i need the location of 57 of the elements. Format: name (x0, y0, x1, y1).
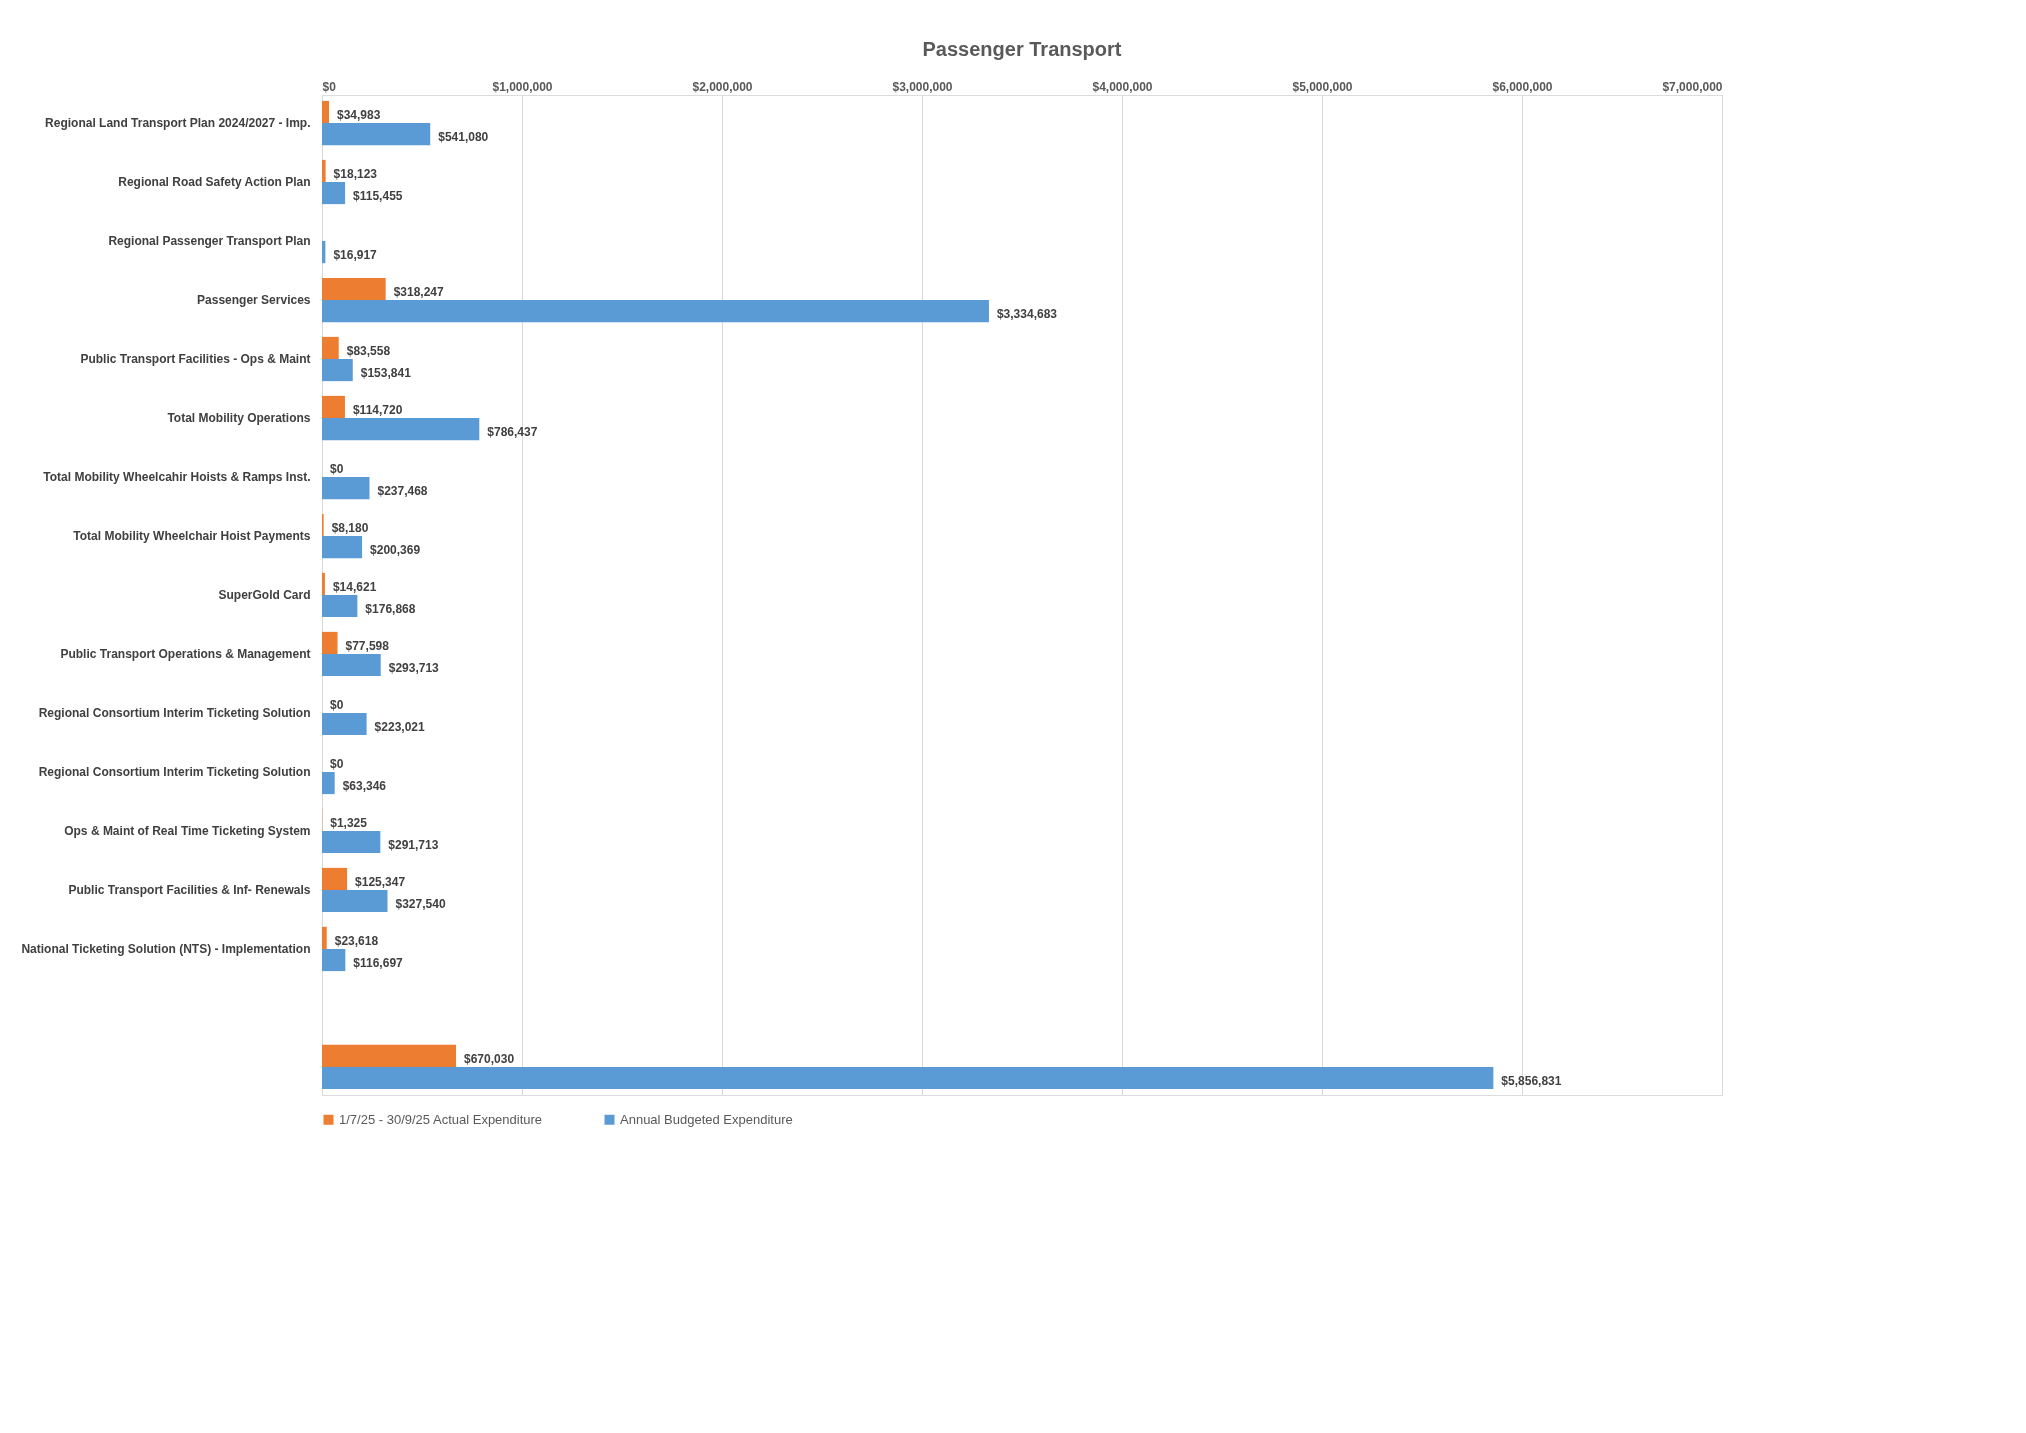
x-tick-label: $3,000,000 (892, 79, 953, 94)
x-tick-label: $5,000,000 (1292, 79, 1353, 94)
y-tick-label: National Ticketing Solution (NTS) - Implementation (21, 941, 311, 956)
y-tick-label: Ops & Maint of Real Time Ticketing System (64, 823, 311, 838)
data-label: $114,720 (352, 402, 403, 417)
y-tick-label: Regional Road Safety Action Plan (118, 175, 311, 190)
data-label: $327,540 (395, 897, 446, 912)
data-label: $83,558 (346, 343, 391, 358)
data-label: $18,123 (333, 166, 378, 181)
data-label: $291,713 (388, 838, 439, 853)
data-label: $14,621 (332, 579, 377, 594)
data-label: $0 (330, 461, 344, 476)
data-label: $237,468 (377, 484, 428, 499)
y-tick-label: Total Mobility Wheelchair Hoist Payments (73, 529, 311, 543)
data-label: $0 (330, 756, 344, 771)
data-label: $8,180 (331, 520, 369, 535)
y-tick-label: SuperGold Card (218, 588, 311, 602)
data-label: $293,713 (388, 661, 440, 676)
data-label: $115,455 (353, 189, 403, 204)
y-tick-label: Regional Consortium Interim Ticketing Solution (38, 705, 311, 720)
y-tick-label: Public Transport Operations & Management (60, 647, 311, 661)
data-label: $541,080 (438, 130, 489, 145)
data-label: $23,618 (334, 933, 379, 948)
x-tick-label: $0 (322, 79, 337, 94)
y-tick-label: Public Transport Facilities & Inf- Renewals (68, 882, 311, 897)
data-label: $318,247 (393, 284, 445, 299)
data-label: $1,325 (330, 815, 368, 830)
y-tick-label: Total Mobility Wheelcahir Hoists & Ramps Inst. (43, 470, 311, 485)
data-label: $116,697 (353, 956, 404, 971)
y-tick-label: Regional Land Transport Plan 2024/2027 - Imp. (45, 116, 311, 131)
data-label: $153,841 (360, 366, 412, 381)
x-tick-label: $7,000,000 (1662, 79, 1723, 94)
x-tick-label: $1,000,000 (492, 79, 553, 94)
data-label: $786,437 (487, 425, 538, 440)
y-tick-label: Regional Passenger Transport Plan (108, 234, 311, 249)
y-tick-label: Passenger Services (197, 293, 311, 308)
data-label: $77,598 (345, 638, 390, 653)
data-label: $176,868 (365, 602, 416, 617)
legend-label: Annual Budgeted Expenditure (620, 1111, 793, 1127)
data-label: $63,346 (342, 779, 387, 794)
data-label: $34,983 (337, 107, 381, 122)
data-label: $3,334,683 (996, 307, 1058, 322)
chart-title: Passenger Transport (922, 38, 1122, 60)
legend-label: 1/7/25 - 30/9/25 Actual Expenditure (339, 1111, 543, 1127)
data-label: $200,369 (370, 543, 421, 558)
data-label: $16,917 (333, 248, 378, 263)
data-label: $125,347 (355, 874, 406, 889)
data-label: $223,021 (374, 720, 425, 735)
data-label: $0 (330, 697, 344, 712)
x-tick-label: $4,000,000 (1092, 79, 1153, 94)
y-tick-label: Total Mobility Operations (167, 411, 311, 426)
data-label: $670,030 (464, 1051, 515, 1066)
y-tick-label: Regional Consortium Interim Ticketing Solution (38, 764, 311, 779)
y-tick-label: Public Transport Facilities - Ops & Maint (80, 352, 311, 367)
x-tick-label: $6,000,000 (1492, 79, 1553, 94)
x-tick-label: $2,000,000 (692, 79, 753, 94)
data-label: $5,856,831 (1501, 1074, 1562, 1089)
